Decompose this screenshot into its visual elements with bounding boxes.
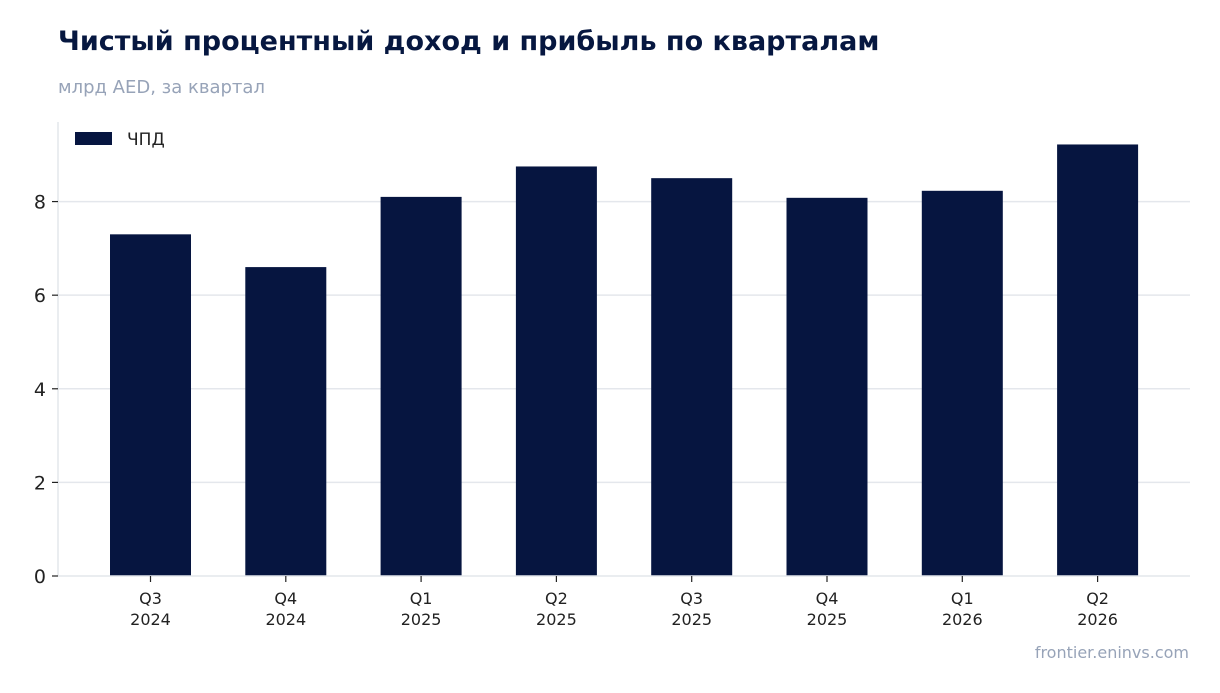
x-tick-label: Q4 [816, 589, 839, 608]
y-tick-label: 8 [34, 192, 46, 214]
x-tick-label: 2024 [130, 610, 171, 629]
bar [1057, 144, 1139, 576]
x-tick-label: Q1 [410, 589, 433, 608]
bar [110, 234, 191, 576]
bar [380, 196, 462, 576]
x-tick-label: 2026 [942, 610, 983, 629]
legend-label-series: ЧПД [127, 130, 165, 150]
bar [921, 190, 1003, 576]
x-tick-label: Q2 [1086, 589, 1109, 608]
x-tick-label: Q4 [274, 589, 297, 608]
x-tick-label: 2026 [1077, 610, 1118, 629]
grid-lines [58, 200, 1190, 484]
x-tick-label: 2025 [671, 610, 712, 629]
legend-swatch [75, 132, 112, 145]
x-tick-label: Q3 [680, 589, 703, 608]
axes [57, 122, 1190, 577]
x-tick-label: 2024 [265, 610, 306, 629]
x-tick-label: 2025 [401, 610, 442, 629]
y-tick-label: 6 [34, 285, 46, 307]
bar [515, 166, 597, 576]
legend: ЧПД [75, 130, 165, 150]
bar [245, 267, 327, 576]
chart-subtitle: млрд AED, за квартал [58, 77, 265, 98]
y-tick-label: 2 [34, 472, 46, 494]
x-axis-ticks: Q3 2024 Q4 2024 Q1 2025 Q2 2025 Q3 2025 Q4 2025 Q1 20… [130, 576, 1118, 629]
y-axis-ticks: 0 2 4 6 8 [34, 192, 58, 588]
x-tick-label: Q2 [545, 589, 568, 608]
bar [786, 197, 868, 576]
x-tick-label: 2025 [536, 610, 577, 629]
bars [110, 144, 1139, 576]
x-tick-label: 2025 [807, 610, 848, 629]
x-tick-label: Q1 [951, 589, 974, 608]
chart-title: Чистый процентный доход и прибыль по ква… [58, 26, 880, 57]
bar [651, 178, 733, 576]
y-tick-label: 0 [34, 566, 46, 588]
y-tick-label: 4 [34, 379, 46, 401]
x-tick-label: Q3 [139, 589, 162, 608]
source-credit: frontier.eninvs.com [1034, 643, 1189, 662]
